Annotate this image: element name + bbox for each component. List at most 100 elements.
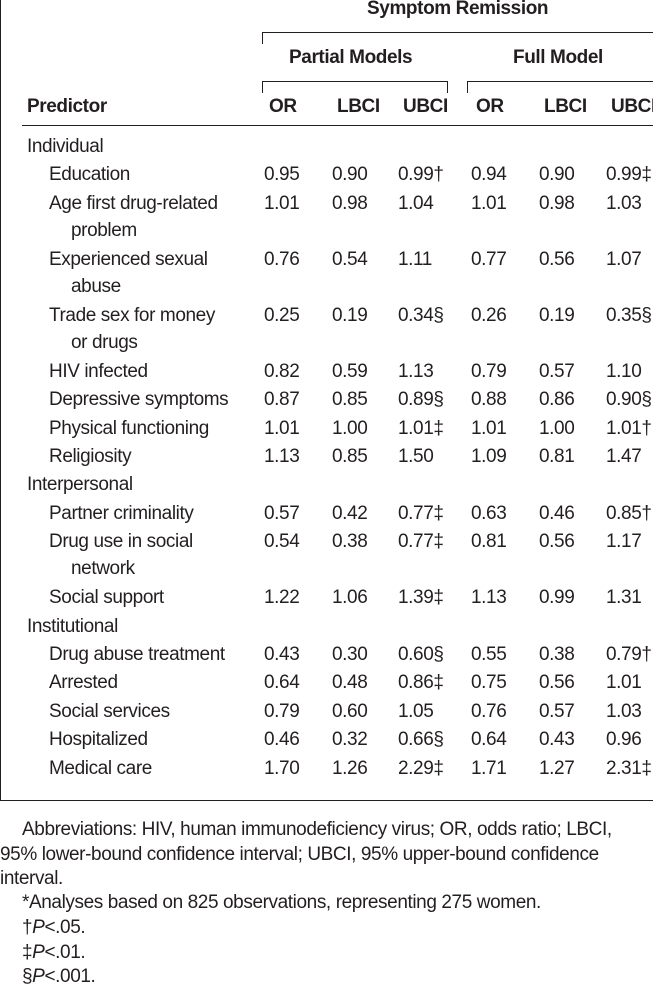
spanner-title: Symptom Remission: [367, 0, 549, 19]
cell: 0.90: [332, 164, 368, 186]
group-title: Full Model: [513, 47, 603, 68]
analysis-note: *Analyses based on 825 observations, rep…: [22, 892, 541, 913]
cell: 0.60: [332, 700, 368, 722]
cell: 0.98: [332, 192, 368, 214]
note-text: <.05.: [44, 917, 86, 938]
cell: 0.99‡: [606, 164, 652, 186]
cell: 0.34§: [398, 304, 444, 326]
group-rule: [262, 81, 448, 82]
cell: 1.03: [606, 192, 642, 214]
cell: 0.42: [332, 502, 368, 524]
note-symbol: †: [22, 917, 33, 938]
cell: 1.13: [398, 360, 434, 382]
cell: 0.46: [264, 729, 300, 751]
cell: 1.06: [332, 587, 368, 609]
cell: 0.85: [332, 389, 368, 411]
row-label: Physical functioning: [49, 417, 209, 439]
cell: 0.81: [471, 531, 507, 553]
cell: 0.56: [539, 248, 575, 270]
note-text: <.001.: [44, 966, 96, 988]
row-label: Hospitalized: [49, 729, 148, 751]
cell: 0.98: [539, 192, 575, 214]
cell: 0.94: [471, 164, 507, 186]
left-border: [0, 0, 1, 800]
cell: 1.01: [264, 192, 300, 214]
cell: 0.77: [471, 248, 507, 270]
cell: 0.59: [332, 360, 368, 382]
column-header: LBCI: [544, 96, 587, 117]
cell: 0.38: [539, 644, 575, 665]
cell: 0.99: [539, 587, 575, 609]
cell: 1.01: [264, 417, 300, 439]
cell: 0.85: [332, 446, 368, 467]
significance-note: ‡P<.01.: [22, 941, 86, 964]
row-label: Partner criminality: [49, 502, 194, 524]
note-symbol: §: [22, 966, 33, 988]
cell: 0.48: [332, 672, 368, 694]
header-rule: [22, 125, 653, 126]
note-p: P: [32, 941, 45, 963]
row-label: Social support: [49, 587, 164, 609]
cell: 0.87: [264, 389, 300, 411]
cell: 1.70: [264, 757, 300, 779]
cell: 1.00: [539, 417, 575, 439]
cell: 1.11: [398, 248, 432, 270]
cell: 0.55: [471, 644, 507, 665]
cell: 0.57: [264, 502, 300, 524]
spanner-rule: [262, 32, 653, 33]
section-label: Institutional: [27, 615, 118, 637]
row-label: Religiosity: [49, 446, 132, 467]
cell: 0.43: [264, 644, 300, 665]
group-tick: [447, 81, 448, 93]
column-header: LBCI: [337, 96, 380, 117]
cell: 0.79: [471, 360, 507, 382]
cell: 0.96: [606, 729, 642, 751]
predictor-header: Predictor: [27, 96, 107, 117]
row-label: HIV infected: [49, 360, 148, 382]
row-label: Trade sex for money: [49, 304, 215, 326]
cell: 0.90: [539, 164, 575, 186]
section-label: Individual: [27, 136, 104, 157]
column-header: OR: [476, 96, 504, 117]
cell: 1.00: [332, 417, 368, 439]
cell: 0.64: [264, 672, 300, 694]
cell: 0.63: [471, 502, 507, 524]
cell: 0.81: [539, 446, 575, 467]
row-label: network: [71, 558, 135, 580]
row-label: abuse: [71, 275, 121, 297]
row-label: Drug use in social: [49, 531, 193, 553]
cell: 0.38: [332, 531, 368, 553]
note-symbol: ‡: [22, 941, 33, 963]
cell: 1.17: [606, 531, 642, 553]
cell: 1.07: [606, 248, 642, 270]
row-label: Education: [49, 164, 130, 186]
cell: 0.64: [471, 729, 507, 751]
section-label: Interpersonal: [27, 474, 133, 496]
bottom-rule: [0, 800, 653, 801]
cell: 1.04: [398, 192, 434, 214]
row-label: Experienced sexual: [49, 248, 208, 270]
cell: 0.19: [539, 304, 575, 326]
cell: 0.79†: [606, 644, 652, 665]
cell: 0.25: [264, 304, 300, 326]
cell: 1.03: [606, 700, 642, 722]
cell: 0.79: [264, 700, 300, 722]
cell: 1.01‡: [398, 417, 444, 439]
cell: 0.35§: [606, 304, 652, 326]
abbreviations: Abbreviations: HIV, human immunodeficien…: [0, 819, 612, 889]
group-title: Partial Models: [289, 47, 413, 68]
note-p: P: [32, 917, 45, 938]
cell: 0.95: [264, 164, 300, 186]
cell: 2.31‡: [606, 757, 652, 779]
cell: 0.46: [539, 502, 575, 524]
cell: 1.39‡: [398, 587, 444, 609]
cell: 1.27: [539, 757, 575, 779]
cell: 0.75: [471, 672, 507, 694]
cell: 0.76: [264, 248, 300, 270]
cell: 0.56: [539, 531, 575, 553]
cell: 0.89§: [398, 389, 444, 411]
note-text: <.01.: [44, 941, 86, 963]
cell: 0.85†: [606, 502, 652, 524]
row-label: Medical care: [49, 757, 152, 779]
cell: 0.32: [332, 729, 368, 751]
